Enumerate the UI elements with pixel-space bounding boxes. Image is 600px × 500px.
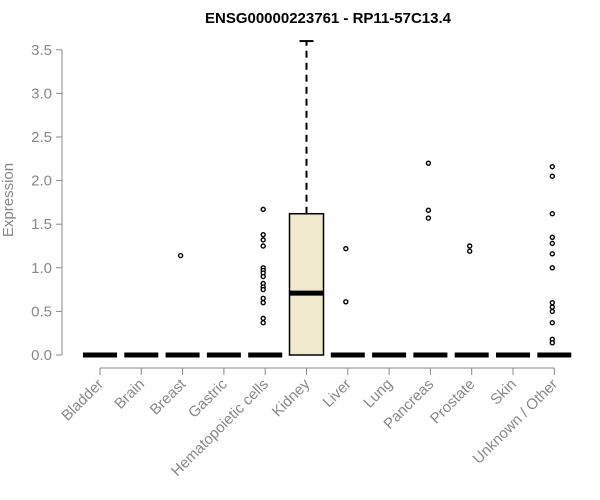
outlier-point <box>467 243 473 249</box>
y-tick-label: 0.5 <box>31 303 52 320</box>
outlier-point <box>177 252 184 259</box>
outlier-point <box>425 207 432 213</box>
outlier-point <box>549 173 555 179</box>
plot-area <box>83 40 572 358</box>
outlier-point <box>260 231 266 238</box>
outlier-point <box>343 299 349 305</box>
y-tick-label: 3.0 <box>31 85 52 102</box>
x-tick-label: Brain <box>111 376 148 413</box>
y-axis-label: Expression <box>0 163 17 237</box>
x-tick-label: Liver <box>320 376 355 411</box>
y-tick-label: 1.0 <box>31 260 52 277</box>
outlier-point <box>549 320 555 326</box>
outlier-point <box>260 295 266 302</box>
y-tick-label: 2.0 <box>31 173 52 190</box>
outlier-point <box>549 163 555 170</box>
outlier-point <box>549 240 555 247</box>
outlier-point <box>260 299 266 306</box>
x-tick-label: Skin <box>487 376 520 409</box>
y-tick-label: 1.5 <box>31 216 52 233</box>
outlier-point <box>260 273 266 280</box>
y-axis: 0.0 0.5 1.0 1.5 2.0 2.5 3.0 3.5 <box>31 42 63 364</box>
x-tick-label: Prostate <box>427 376 479 428</box>
box-group <box>537 163 572 358</box>
y-tick-label: 2.5 <box>31 129 52 146</box>
box-group <box>248 206 283 358</box>
y-tick-label: 0.0 <box>31 347 52 364</box>
outlier-point <box>549 340 555 346</box>
x-tick-label: Breast <box>147 375 190 418</box>
outlier-point <box>549 304 555 310</box>
box-group <box>288 40 325 356</box>
box-group <box>454 243 489 358</box>
chart-title: ENSG00000223761 - RP11-57C13.4 <box>205 10 452 27</box>
outlier-point <box>549 299 555 306</box>
x-tick-label: Lung <box>360 376 396 412</box>
outlier-point <box>549 211 555 217</box>
box-rect <box>288 212 325 356</box>
x-tick-label: Bladder <box>58 376 107 425</box>
x-tick-label: Kidney <box>269 375 314 420</box>
box-group <box>413 160 448 358</box>
y-tick-label: 3.5 <box>31 42 52 59</box>
outlier-point <box>343 245 349 252</box>
outlier-point <box>549 251 555 257</box>
outlier-point <box>549 265 555 271</box>
outlier-point <box>425 215 432 221</box>
outlier-point <box>549 308 555 315</box>
outlier-point <box>260 286 266 293</box>
outlier-point <box>467 248 473 254</box>
outlier-point <box>549 234 555 240</box>
outlier-point <box>260 320 266 326</box>
outlier-point <box>260 315 266 322</box>
outlier-point <box>425 160 432 166</box>
box-group <box>165 252 200 358</box>
outlier-point <box>260 237 266 243</box>
outlier-point <box>260 243 266 249</box>
box-group <box>330 245 365 358</box>
outlier-point <box>260 206 266 213</box>
